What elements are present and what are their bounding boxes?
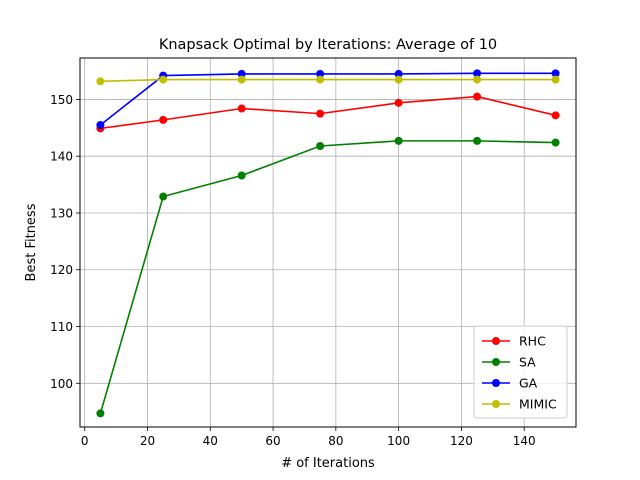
data-point-rhc <box>551 111 560 120</box>
x-axis-label: # of Iterations <box>281 456 375 471</box>
x-tick-label: 120 <box>450 434 473 448</box>
data-point-ga <box>394 69 403 78</box>
y-tick-label: 100 <box>50 377 73 391</box>
legend-label-mimic: MIMIC <box>519 397 557 412</box>
data-point-mimic <box>473 75 482 84</box>
data-point-mimic <box>159 75 168 84</box>
legend: RHC SA GA MIMIC <box>473 325 568 419</box>
data-point-ga <box>473 69 482 78</box>
data-point-sa <box>473 136 482 145</box>
legend-marker-rhc <box>492 337 500 345</box>
y-tick-label: 130 <box>50 206 73 220</box>
legend-label-rhc: RHC <box>519 334 546 349</box>
data-point-mimic <box>316 75 325 84</box>
data-point-sa <box>316 141 325 150</box>
legend-marker-sa <box>492 358 500 366</box>
data-point-ga <box>316 69 325 78</box>
y-axis-label: Best Fitness <box>24 203 39 281</box>
x-tick-label: 60 <box>265 434 280 448</box>
data-point-ga <box>96 120 105 129</box>
x-tick-label: 140 <box>513 434 536 448</box>
legend-marker-ga <box>492 379 500 387</box>
data-point-sa <box>394 136 403 145</box>
y-tick-label: 140 <box>50 150 73 164</box>
legend-label-sa: SA <box>519 355 536 370</box>
data-point-sa <box>159 192 168 201</box>
y-tick-label: 150 <box>50 93 73 107</box>
data-point-sa <box>96 409 105 418</box>
data-point-mimic <box>96 77 105 86</box>
plot-frame <box>79 57 577 428</box>
x-tick-label: 80 <box>328 434 343 448</box>
data-point-sa <box>237 171 246 180</box>
axis-ticks: 0 20 40 60 80 100 120 140 100 110 120 130 140 150 <box>50 93 536 448</box>
x-tick-label: 0 <box>81 434 89 448</box>
data-point-ga <box>551 69 560 78</box>
chart-title: Knapsack Optimal by Iterations: Average … <box>159 37 497 53</box>
legend-marker-mimic <box>492 400 500 408</box>
series-layer <box>96 69 560 418</box>
x-tick-label: 20 <box>140 434 155 448</box>
x-tick-label: 40 <box>203 434 218 448</box>
data-point-mimic <box>237 75 246 84</box>
data-point-mimic <box>394 75 403 84</box>
data-point-ga <box>237 69 246 78</box>
y-tick-label: 110 <box>50 320 73 334</box>
data-point-rhc <box>473 92 482 101</box>
data-point-rhc <box>237 104 246 113</box>
data-point-sa <box>551 138 560 147</box>
data-point-rhc <box>159 115 168 124</box>
data-point-rhc <box>394 98 403 107</box>
legend-label-ga: GA <box>519 376 538 391</box>
data-point-mimic <box>551 75 560 84</box>
data-point-rhc <box>316 109 325 118</box>
x-tick-label: 100 <box>387 434 410 448</box>
legend-box <box>473 325 568 419</box>
y-tick-label: 120 <box>50 263 73 277</box>
